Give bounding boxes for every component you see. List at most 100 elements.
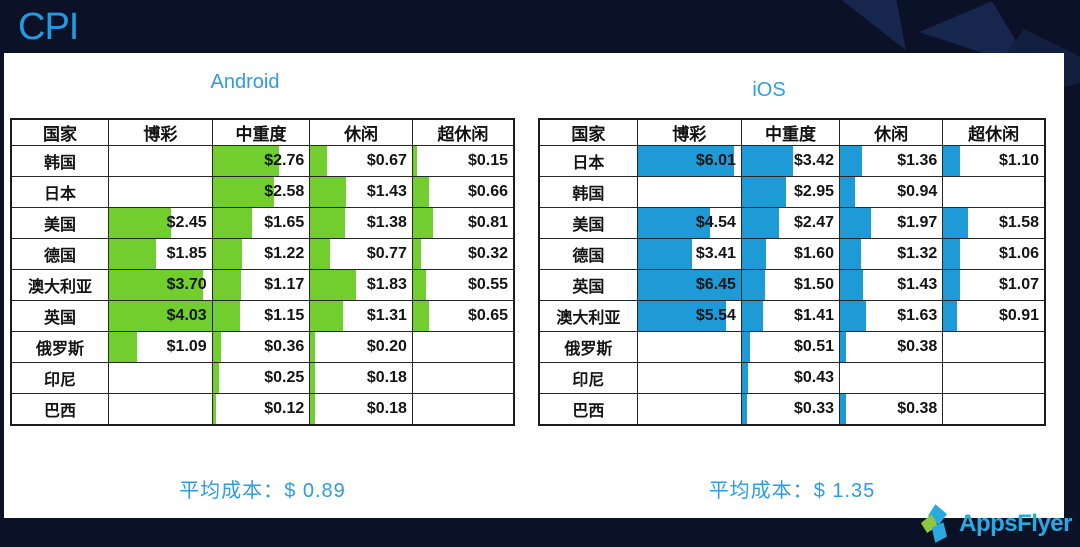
data-bar bbox=[742, 208, 780, 238]
data-bar bbox=[638, 301, 727, 331]
value-cell: $1.32 bbox=[839, 238, 944, 270]
data-bar bbox=[310, 301, 344, 331]
value-text: $1.17 bbox=[264, 276, 305, 293]
data-bar bbox=[943, 208, 968, 238]
value-cell bbox=[108, 362, 213, 394]
data-bar bbox=[943, 270, 960, 300]
column-header: 超休闲 bbox=[942, 118, 1046, 146]
table-row: 英国 $4.03 $1.15 $1.31 $0.65 bbox=[10, 300, 515, 332]
data-bar bbox=[943, 301, 958, 331]
table-row: 英国 $6.45 $1.50 $1.43 $1.07 bbox=[538, 269, 1046, 301]
value-cell: $0.18 bbox=[309, 393, 413, 426]
value-text: $1.38 bbox=[366, 214, 407, 231]
value-text: $0.66 bbox=[467, 183, 508, 200]
table-row: 印尼 $0.25 $0.18 bbox=[10, 362, 515, 394]
value-text: $4.03 bbox=[166, 307, 207, 324]
value-cell: $1.36 bbox=[839, 145, 944, 177]
data-bar bbox=[840, 208, 872, 238]
table-row: 巴西 $0.33 $0.38 bbox=[538, 393, 1046, 426]
value-cell bbox=[636, 393, 742, 426]
average-label: 平均成本： bbox=[179, 480, 285, 502]
average-value: $ 0.89 bbox=[284, 480, 346, 502]
data-bar bbox=[638, 146, 734, 176]
column-header: 博彩 bbox=[108, 118, 213, 146]
value-text: $0.32 bbox=[467, 245, 508, 262]
value-cell: $0.81 bbox=[411, 207, 515, 239]
column-header: 国家 bbox=[10, 118, 110, 146]
table-row: 韩国 $2.76 $0.67 $0.15 bbox=[10, 145, 515, 177]
data-bar bbox=[109, 301, 212, 331]
value-text: $1.36 bbox=[897, 152, 938, 169]
country-cell: 澳大利亚 bbox=[10, 269, 110, 301]
value-text: $0.12 bbox=[264, 400, 305, 417]
value-cell: $0.91 bbox=[942, 300, 1046, 332]
country-cell: 印尼 bbox=[538, 362, 638, 394]
value-text: $1.63 bbox=[897, 307, 938, 324]
data-bar bbox=[840, 239, 861, 269]
appsflyer-logo: AppsFlyer bbox=[920, 503, 1072, 545]
value-text: $1.09 bbox=[166, 338, 207, 355]
value-cell: $0.94 bbox=[839, 176, 944, 208]
data-bar bbox=[840, 270, 863, 300]
value-cell: $4.03 bbox=[108, 300, 213, 332]
data-bar bbox=[840, 177, 855, 207]
data-bar bbox=[213, 270, 241, 300]
data-bar bbox=[310, 270, 357, 300]
value-text: $0.43 bbox=[794, 369, 835, 386]
value-cell: $0.12 bbox=[211, 393, 311, 426]
country-cell: 澳大利亚 bbox=[538, 300, 638, 332]
country-cell: 德国 bbox=[538, 238, 638, 270]
table-row: 日本 $2.58 $1.43 $0.66 bbox=[10, 176, 515, 208]
value-text: $5.54 bbox=[695, 307, 736, 324]
data-bar bbox=[310, 332, 316, 362]
data-bar bbox=[109, 208, 172, 238]
data-bar bbox=[109, 332, 137, 362]
header-row: 国家 博彩 中重度 休闲 超休闲 bbox=[10, 118, 515, 146]
data-bar bbox=[840, 394, 847, 424]
value-cell bbox=[636, 331, 742, 363]
value-cell bbox=[108, 176, 213, 208]
value-cell bbox=[411, 331, 515, 363]
android-cpi-table: 国家 博彩 中重度 休闲 超休闲 韩国 $2.76 $0.67 $0.15 日本 $2.58 $1.4… bbox=[10, 118, 515, 426]
value-cell: $6.45 bbox=[636, 269, 742, 301]
country-cell: 巴西 bbox=[538, 393, 638, 426]
value-cell: $1.83 bbox=[309, 269, 413, 301]
table-row: 德国 $3.41 $1.60 $1.32 $1.06 bbox=[538, 238, 1046, 270]
value-cell: $3.70 bbox=[108, 269, 213, 301]
data-bar bbox=[742, 332, 750, 362]
value-cell: $1.97 bbox=[839, 207, 944, 239]
country-cell: 美国 bbox=[10, 207, 110, 239]
ios-cpi-table: 国家 博彩 中重度 休闲 超休闲 日本 $6.01 $3.42 $1.36 $1.10 韩国 $2.9… bbox=[538, 118, 1046, 426]
column-header: 国家 bbox=[538, 118, 638, 146]
table-row: 美国 $4.54 $2.47 $1.97 $1.58 bbox=[538, 207, 1046, 239]
table-row: 俄罗斯 $0.51 $0.38 bbox=[538, 331, 1046, 363]
value-cell: $1.43 bbox=[839, 269, 944, 301]
country-cell: 俄罗斯 bbox=[538, 331, 638, 363]
value-text: $1.83 bbox=[366, 276, 407, 293]
value-cell: $0.66 bbox=[411, 176, 515, 208]
value-text: $3.42 bbox=[794, 152, 835, 169]
value-cell: $0.20 bbox=[309, 331, 413, 363]
value-cell: $1.15 bbox=[211, 300, 311, 332]
ios-table-title: iOS bbox=[752, 79, 786, 101]
value-cell: $1.06 bbox=[942, 238, 1046, 270]
country-cell: 德国 bbox=[10, 238, 110, 270]
data-bar bbox=[109, 270, 204, 300]
value-text: $1.85 bbox=[166, 245, 207, 262]
country-cell: 日本 bbox=[10, 176, 110, 208]
column-header: 中重度 bbox=[211, 118, 311, 146]
value-text: $0.94 bbox=[897, 183, 938, 200]
data-bar bbox=[310, 146, 328, 176]
value-text: $4.54 bbox=[695, 214, 736, 231]
value-text: $1.10 bbox=[998, 152, 1039, 169]
value-text: $1.60 bbox=[794, 245, 835, 262]
data-bar bbox=[742, 270, 765, 300]
average-label: 平均成本： bbox=[708, 480, 814, 502]
value-text: $0.65 bbox=[467, 307, 508, 324]
data-bar bbox=[413, 301, 429, 331]
data-bar bbox=[742, 239, 766, 269]
value-text: $1.31 bbox=[366, 307, 407, 324]
value-cell: $1.43 bbox=[309, 176, 413, 208]
value-cell: $0.33 bbox=[740, 393, 841, 426]
